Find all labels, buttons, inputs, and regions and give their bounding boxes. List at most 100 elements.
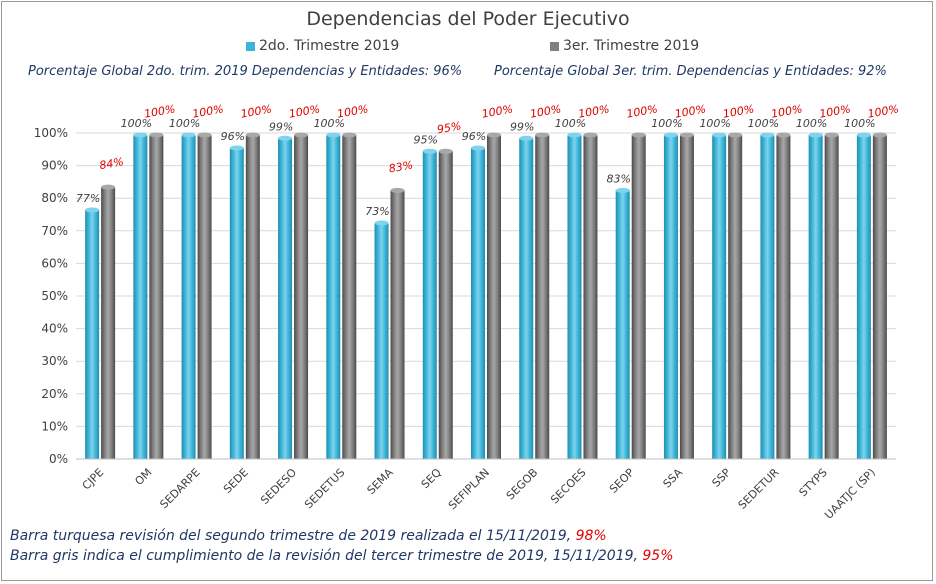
bar-cap xyxy=(679,132,694,138)
x-tick-label: SEDETUR xyxy=(736,466,782,512)
bar-cap xyxy=(85,207,100,213)
bar-q3 xyxy=(149,135,164,459)
bar-cap xyxy=(663,132,678,138)
bar-q3 xyxy=(438,151,453,460)
bar-cap xyxy=(149,132,164,138)
bar-cap xyxy=(535,132,550,138)
bar-cap xyxy=(872,132,887,138)
data-label-q3: 100% xyxy=(867,102,900,120)
note-gray-bar: Barra gris indica el cumplimiento de la … xyxy=(10,548,674,564)
note-line2-text: Barra gris indica el cumplimiento de la … xyxy=(10,548,643,564)
data-label-q2: 100% xyxy=(121,117,152,130)
bar-cap xyxy=(824,132,839,138)
data-label-q2: 100% xyxy=(748,117,779,130)
y-tick-label: 0% xyxy=(49,452,68,466)
y-tick-label: 10% xyxy=(41,419,68,433)
bar-cap xyxy=(728,132,743,138)
bar-q2 xyxy=(85,209,100,459)
bar-cap xyxy=(808,132,823,138)
bar-q2 xyxy=(712,135,727,459)
data-label-q2: 100% xyxy=(844,117,875,130)
bar-q3 xyxy=(583,135,598,459)
legend-label-q2: 2do. Trimestre 2019 xyxy=(259,38,400,54)
x-tick-label: SEGOB xyxy=(504,466,541,503)
bar-q3 xyxy=(342,135,357,459)
bar-q2 xyxy=(471,148,485,460)
x-tick-label: SEDE xyxy=(221,466,251,496)
x-tick-label: SEFIPLAN xyxy=(446,466,492,512)
legend-swatch-q3 xyxy=(550,41,559,51)
bar-q3 xyxy=(631,135,646,459)
bar-cap xyxy=(133,132,148,138)
x-tick-label: UAATJC (SP) xyxy=(822,466,878,522)
bar-q3 xyxy=(728,135,743,459)
note-line2-value: 95% xyxy=(642,548,674,564)
y-tick-label: 50% xyxy=(41,289,68,303)
data-label-q2: 99% xyxy=(269,120,293,133)
data-label-q2: 100% xyxy=(699,117,730,130)
bar-cap xyxy=(294,132,309,138)
bar-q2 xyxy=(615,190,630,460)
x-tick-label: SSA xyxy=(661,466,686,491)
y-tick-label: 90% xyxy=(41,159,68,173)
bar-cap xyxy=(101,184,116,190)
bar-q2 xyxy=(808,135,823,459)
note-line1-text: Barra turquesa revisión del segundo trim… xyxy=(10,528,576,544)
data-label-q3: 100% xyxy=(240,102,273,120)
bar-cap xyxy=(615,187,630,193)
data-label-q3: 100% xyxy=(288,102,321,120)
y-tick-label: 40% xyxy=(41,322,68,336)
data-label-q2: 73% xyxy=(365,205,389,218)
data-label-q2: 100% xyxy=(555,117,586,130)
bar-cap xyxy=(583,132,598,138)
bar-q2 xyxy=(760,135,775,459)
data-label-q3: 100% xyxy=(818,102,851,120)
bar-cap xyxy=(712,132,727,138)
bar-q2 xyxy=(856,135,871,459)
chart-title: Dependencias del Poder Ejecutivo xyxy=(306,8,630,30)
bar-cap xyxy=(519,135,534,141)
bar-cap xyxy=(374,220,389,226)
bar-q3 xyxy=(390,190,405,460)
bar-cap xyxy=(245,132,260,138)
data-label-q3: 83% xyxy=(388,158,414,175)
data-label-q3: 100% xyxy=(674,102,707,120)
bar-cap xyxy=(390,187,405,193)
bar-q3 xyxy=(245,135,260,459)
x-tick-label: SECOES xyxy=(548,466,588,506)
bar-q3 xyxy=(294,135,309,459)
data-label-q2: 95% xyxy=(414,133,438,146)
bar-q2 xyxy=(181,135,196,459)
data-label-q3: 100% xyxy=(143,102,176,120)
y-tick-label: 80% xyxy=(41,191,68,205)
x-tick-label: CJPE xyxy=(80,466,107,493)
data-label-q2: 96% xyxy=(221,130,245,143)
bar-q2 xyxy=(519,138,534,459)
x-tick-label: SEMA xyxy=(365,466,396,497)
data-label-q2: 83% xyxy=(606,172,630,185)
bar-cap xyxy=(760,132,775,138)
legend-label-q3: 3er. Trimestre 2019 xyxy=(563,38,700,54)
data-label-q2: 100% xyxy=(314,117,345,130)
x-tick-label: SEDESO xyxy=(258,466,299,507)
data-label-q2: 100% xyxy=(796,117,827,130)
x-tick-label: SEDETUS xyxy=(302,466,347,511)
data-label-q3: 100% xyxy=(625,102,658,120)
x-tick-label: SEQ xyxy=(419,466,444,491)
bar-q3 xyxy=(679,135,694,459)
bar-q3 xyxy=(776,135,791,459)
bar-q3 xyxy=(197,135,212,459)
bar-cap xyxy=(278,135,293,141)
bar-cap xyxy=(229,145,244,151)
global-percentage-q3: Porcentaje Global 3er. trim. Dependencia… xyxy=(494,64,887,79)
bar-q3 xyxy=(824,135,839,459)
bar-cap xyxy=(326,132,341,138)
bar-cap xyxy=(181,132,196,138)
x-tick-label: STYPS xyxy=(797,466,830,499)
bar-q3 xyxy=(535,135,550,459)
data-label-q3: 100% xyxy=(191,102,224,120)
y-tick-label: 70% xyxy=(41,224,68,238)
bar-q2 xyxy=(422,151,437,460)
bar-q2 xyxy=(663,135,678,459)
